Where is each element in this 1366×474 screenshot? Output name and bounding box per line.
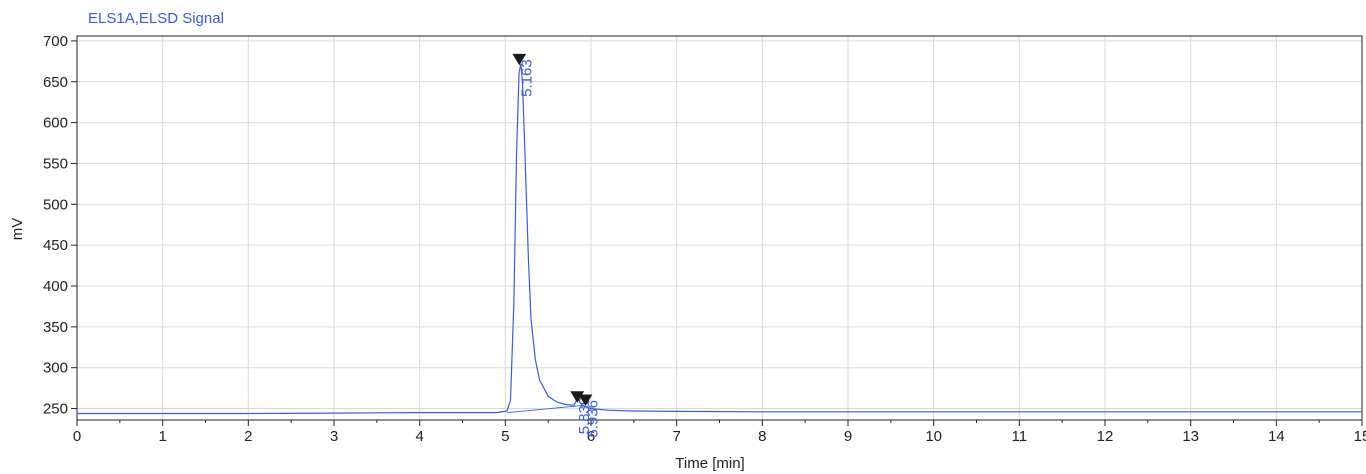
x-tick-label: 12 bbox=[1097, 428, 1114, 445]
x-axis-title: Time [min] bbox=[675, 455, 744, 472]
x-tick-label: 15 bbox=[1354, 428, 1366, 445]
y-tick-label: 450 bbox=[43, 237, 68, 254]
x-tick-label: 8 bbox=[758, 428, 766, 445]
x-tick-label: 2 bbox=[244, 428, 252, 445]
y-tick-label: 600 bbox=[43, 115, 68, 132]
axes: 0123456789101112131415250300350400450500… bbox=[43, 33, 1366, 445]
peak-label: 5.936 bbox=[585, 400, 602, 438]
y-tick-label: 500 bbox=[43, 196, 68, 213]
x-tick-label: 1 bbox=[158, 428, 166, 445]
x-tick-label: 9 bbox=[844, 428, 852, 445]
integration-baseline bbox=[507, 404, 585, 414]
y-tick-label: 650 bbox=[43, 74, 68, 91]
signal-line bbox=[77, 63, 1362, 415]
x-tick-label: 5 bbox=[501, 428, 509, 445]
y-tick-label: 700 bbox=[43, 33, 68, 50]
peak-label: 5.163 bbox=[518, 59, 535, 97]
peak-marker bbox=[512, 53, 527, 66]
chart-title: ELS1A,ELSD Signal bbox=[88, 10, 224, 27]
plot-frame bbox=[76, 35, 1363, 421]
y-tick-label: 300 bbox=[43, 360, 68, 377]
y-tick-label: 350 bbox=[43, 319, 68, 336]
y-axis-title: mV bbox=[9, 218, 26, 241]
y-tick-label: 550 bbox=[43, 155, 68, 172]
series-layer bbox=[77, 63, 1362, 415]
x-tick-label: 13 bbox=[1182, 428, 1199, 445]
x-tick-label: 10 bbox=[925, 428, 942, 445]
x-tick-label: 14 bbox=[1268, 428, 1285, 445]
x-tick-label: 4 bbox=[415, 428, 423, 445]
x-tick-label: 6 bbox=[587, 428, 595, 445]
x-tick-label: 0 bbox=[73, 428, 81, 445]
y-tick-label: 400 bbox=[43, 278, 68, 295]
x-tick-label: 3 bbox=[330, 428, 338, 445]
x-tick-label: 11 bbox=[1012, 428, 1028, 445]
y-tick-label: 250 bbox=[43, 401, 68, 418]
grid bbox=[76, 36, 1363, 420]
x-tick-label: 7 bbox=[672, 428, 680, 445]
peak-label: 5.839 bbox=[576, 397, 593, 435]
peak-marker bbox=[578, 394, 593, 406]
